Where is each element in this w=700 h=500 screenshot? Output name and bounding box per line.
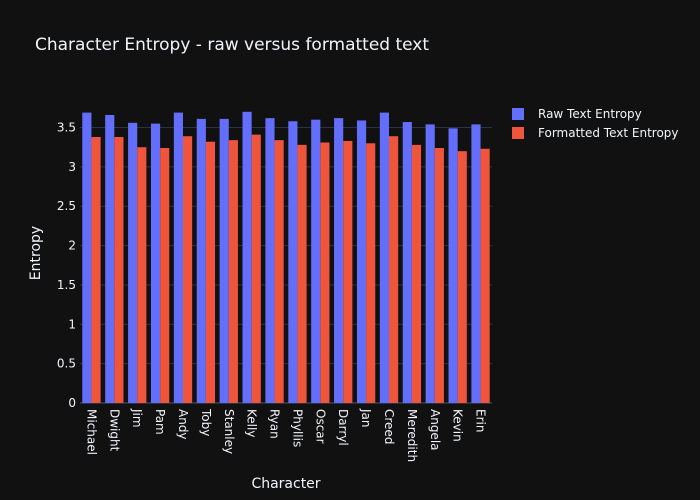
x-tick-label: Creed (382, 409, 396, 444)
bar-formatted-meredith[interactable] (411, 144, 422, 403)
legend-swatch-1[interactable] (512, 127, 524, 139)
bar-formatted-angela[interactable] (434, 148, 444, 403)
bar-formatted-oscar[interactable] (320, 142, 330, 403)
bar-raw-kelly[interactable] (242, 111, 252, 404)
x-tick-label: Toby (199, 408, 213, 436)
y-tick-label: 1 (68, 317, 76, 331)
bar-raw-phyllis[interactable] (288, 121, 298, 403)
x-axis-ticks: Michael Dwight Jim Pam Andy Toby Stanley Kelly R… (84, 408, 487, 462)
y-tick-label: 3.5 (57, 121, 76, 135)
bar-formatted-jim[interactable] (137, 147, 147, 403)
bar-raw-michael[interactable] (82, 112, 92, 403)
x-tick-label: Dwight (107, 409, 121, 452)
legend-label-0[interactable]: Raw Text Entropy (538, 107, 642, 121)
bar-formatted-darryl[interactable] (343, 140, 353, 403)
x-tick-label: Angela (428, 409, 442, 451)
x-tick-label: Michael (84, 409, 98, 455)
x-tick-label: Meredith (405, 409, 419, 462)
bar-raw-jan[interactable] (356, 120, 367, 403)
bar-formatted-dwight[interactable] (114, 136, 124, 403)
bar-formatted-phyllis[interactable] (297, 144, 307, 403)
y-axis-ticks: 0 0.5 1 1.5 2 2.5 3 3.5 (57, 121, 76, 410)
x-tick-label: Ryan (268, 409, 282, 439)
bar-formatted-creed[interactable] (389, 136, 399, 404)
legend-label-1[interactable]: Formatted Text Entropy (538, 126, 679, 140)
x-tick-label: Oscar (313, 409, 327, 444)
bar-formatted-erin[interactable] (480, 148, 490, 403)
y-axis-title: Entropy (28, 226, 44, 280)
bar-raw-dwight[interactable] (105, 114, 115, 403)
bar-formatted-michael[interactable] (91, 136, 101, 403)
y-tick-label: 0 (68, 396, 76, 410)
bar-formatted-andy[interactable] (183, 136, 193, 404)
bar-raw-meredith[interactable] (402, 122, 412, 403)
x-tick-label: Jan (359, 408, 373, 428)
x-tick-label: Darryl (336, 409, 350, 446)
x-tick-label: Jim (130, 408, 144, 428)
bar-raw-darryl[interactable] (334, 118, 344, 404)
bar-raw-jim[interactable] (128, 122, 138, 404)
chart-title: Character Entropy - raw versus formatted… (35, 35, 429, 55)
bar-raw-erin[interactable] (471, 124, 481, 403)
bar-raw-toby[interactable] (196, 118, 206, 404)
bar-formatted-pam[interactable] (160, 148, 170, 403)
bar-raw-andy[interactable] (173, 112, 183, 403)
bar-formatted-kelly[interactable] (251, 134, 261, 403)
y-tick-label: 2 (68, 239, 76, 253)
bar-raw-creed[interactable] (379, 112, 389, 403)
bar-raw-angela[interactable] (425, 124, 435, 403)
legend[interactable]: Raw Text Entropy Formatted Text Entropy (512, 107, 679, 140)
legend-swatch-0[interactable] (512, 108, 524, 120)
bar-formatted-stanley[interactable] (228, 140, 238, 403)
bar-raw-kevin[interactable] (448, 128, 458, 404)
gridlines (80, 127, 492, 404)
x-tick-label: Kelly (245, 409, 259, 437)
x-tick-label: Stanley (222, 409, 236, 454)
y-tick-label: 0.5 (57, 357, 76, 371)
x-tick-label: Phyllis (290, 409, 304, 447)
bar-formatted-toby[interactable] (205, 141, 216, 404)
x-tick-label: Kevin (451, 409, 465, 442)
x-tick-label: Pam (153, 409, 167, 435)
x-tick-label: Andy (176, 409, 190, 440)
bar-raw-ryan[interactable] (265, 118, 275, 404)
bar-formatted-kevin[interactable] (457, 151, 467, 403)
x-axis-title: Character (251, 476, 320, 492)
x-tick-label: Erin (474, 409, 488, 432)
bar-formatted-ryan[interactable] (274, 140, 284, 403)
bars (82, 111, 490, 404)
y-tick-label: 1.5 (57, 278, 76, 292)
bar-raw-pam[interactable] (150, 123, 161, 404)
bar-raw-oscar[interactable] (311, 119, 321, 403)
bar-formatted-jan[interactable] (366, 143, 376, 404)
bar-raw-stanley[interactable] (219, 118, 229, 404)
y-tick-label: 3 (68, 160, 76, 174)
y-tick-label: 2.5 (57, 199, 76, 213)
